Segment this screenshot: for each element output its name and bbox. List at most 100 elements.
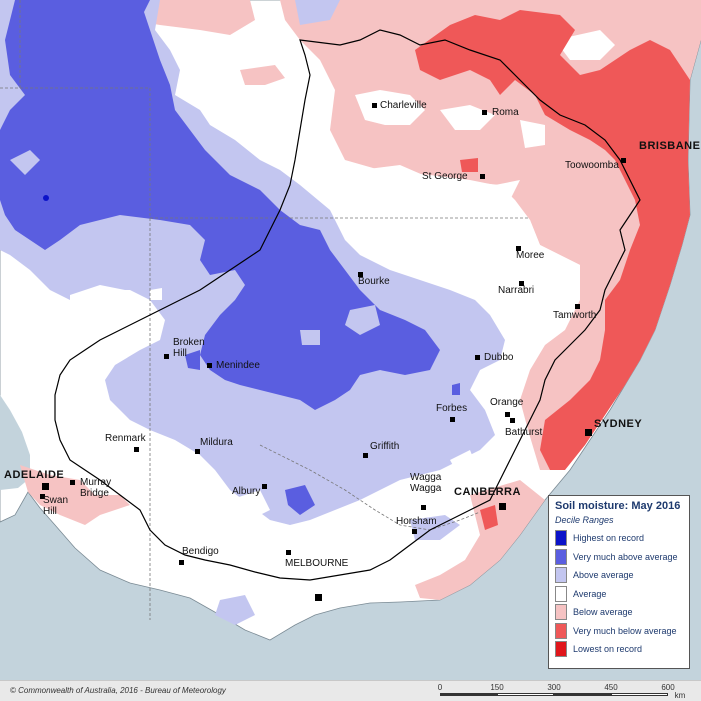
place-murray-bridge: Murray Bridge (70, 477, 111, 499)
legend-swatch (555, 622, 567, 639)
place-marker (482, 110, 487, 115)
place-menindee: Menindee (207, 360, 260, 371)
place-marker (42, 483, 50, 490)
place-marker (450, 417, 456, 422)
legend-item: Lowest on record (555, 640, 683, 659)
place-marker (372, 103, 377, 108)
place-marker (164, 353, 169, 359)
place-renmark: Renmark (105, 425, 146, 452)
above-holes (10, 150, 380, 345)
scale-tick-label: 0 (437, 683, 443, 692)
place-marker (262, 484, 268, 489)
place-marker (585, 429, 592, 436)
highest-record-spot (43, 195, 49, 201)
place-bathurst: Bathurst (505, 405, 542, 438)
legend-swatch (555, 548, 567, 565)
legend-swatch (555, 530, 567, 547)
place-adelaide: ADELAIDE (4, 460, 64, 490)
place-narrabri: Narrabri (498, 271, 534, 296)
scale-segment (611, 693, 668, 696)
scale-bar: 0 150 300 450 600 km (437, 682, 690, 701)
map-legend: Soil moisture: May 2016 Decile Ranges Hi… (548, 495, 690, 669)
place-marker (133, 447, 139, 452)
place-bendigo: MELBOURNE (285, 548, 348, 569)
place-st-george: St George (422, 171, 485, 182)
place-dubbo: Dubbo (475, 352, 513, 363)
legend-label: Very much above average (573, 551, 678, 562)
place-marker (178, 560, 184, 565)
legend-label: Above average (573, 570, 634, 581)
place-marker (195, 449, 200, 454)
scale-tick-label: 600 (661, 683, 675, 692)
place-sydney: SYDNEY (585, 413, 642, 436)
legend-label: Below average (573, 607, 633, 618)
legend-label: Average (573, 588, 607, 599)
place-marker (620, 158, 626, 163)
place-marker (363, 453, 368, 458)
place-marker (315, 594, 322, 601)
legend-label: Lowest on record (573, 644, 643, 655)
place-marker (479, 174, 485, 179)
place-mildura: Mildura (195, 431, 233, 454)
state-borders (0, 0, 530, 620)
legend-item: Very much below average (555, 622, 683, 641)
place-marker (519, 281, 525, 286)
place-charleville: Charleville (372, 100, 427, 111)
place-moree: Moree (516, 236, 544, 261)
place-griffith: Griffith (363, 435, 399, 458)
scale-tick-label: 300 (547, 683, 561, 692)
place-marker (516, 246, 521, 251)
legend-swatch (555, 604, 567, 621)
very-much-above-zones (0, 0, 460, 515)
legend-item: Highest on record (555, 529, 683, 548)
legend-item: Above average (555, 566, 683, 585)
place-marker (575, 303, 580, 309)
place-marker (40, 493, 45, 499)
place-melbourne (315, 594, 325, 601)
place-marker (421, 505, 427, 510)
place-port-elliot: Swan Hill (40, 493, 68, 517)
place-albury: Horsham (396, 509, 437, 534)
legend-swatch (555, 585, 567, 602)
place-roma: Roma (482, 107, 519, 118)
place-swan-hill: Albury (232, 484, 268, 497)
legend-subtitle: Decile Ranges (555, 515, 614, 525)
place-tamworth: Tamworth (553, 303, 596, 321)
place-forbes: Forbes (436, 395, 467, 422)
scale-tick-label: 150 (490, 683, 504, 692)
map-canvas (0, 0, 701, 641)
average-zones (355, 30, 615, 360)
legend-items: Highest on record Very much above average… (555, 529, 683, 659)
scale-tick-label: 450 (604, 683, 618, 692)
place-brisbane: BRISBANE (639, 140, 701, 152)
scale-segment (554, 693, 611, 696)
very-much-below-zones (415, 10, 690, 530)
legend-label: Very much below average (573, 625, 677, 636)
legend-item: Very much above average (555, 548, 683, 567)
place-toowoomba: Toowoomba (565, 150, 626, 171)
place-marker (475, 355, 480, 360)
place-horsham: Bendigo (178, 538, 219, 565)
map-footer: © Commonwealth of Australia, 2016 - Bure… (0, 680, 701, 701)
legend-swatch (555, 641, 567, 658)
place-marker (286, 550, 291, 555)
place-wagga-wagga: Wagga Wagga (410, 455, 441, 510)
legend-swatch (555, 567, 567, 584)
place-orange: Orange (490, 388, 523, 417)
legend-label: Highest on record (573, 533, 645, 544)
place-marker (207, 363, 212, 368)
place-marker (510, 418, 515, 423)
place-bourke: Bourke (358, 262, 390, 287)
place-marker (358, 272, 363, 277)
place-canberra: CANBERRA (454, 475, 520, 510)
place-marker (70, 479, 75, 485)
place-marker (411, 529, 417, 534)
legend-item: Average (555, 585, 683, 604)
basin-boundary (54, 29, 641, 581)
place-marker (505, 412, 511, 417)
scale-segment (497, 693, 554, 696)
place-marker (498, 503, 506, 510)
legend-title: Soil moisture: May 2016 (555, 500, 681, 512)
scale-segment (440, 693, 497, 696)
